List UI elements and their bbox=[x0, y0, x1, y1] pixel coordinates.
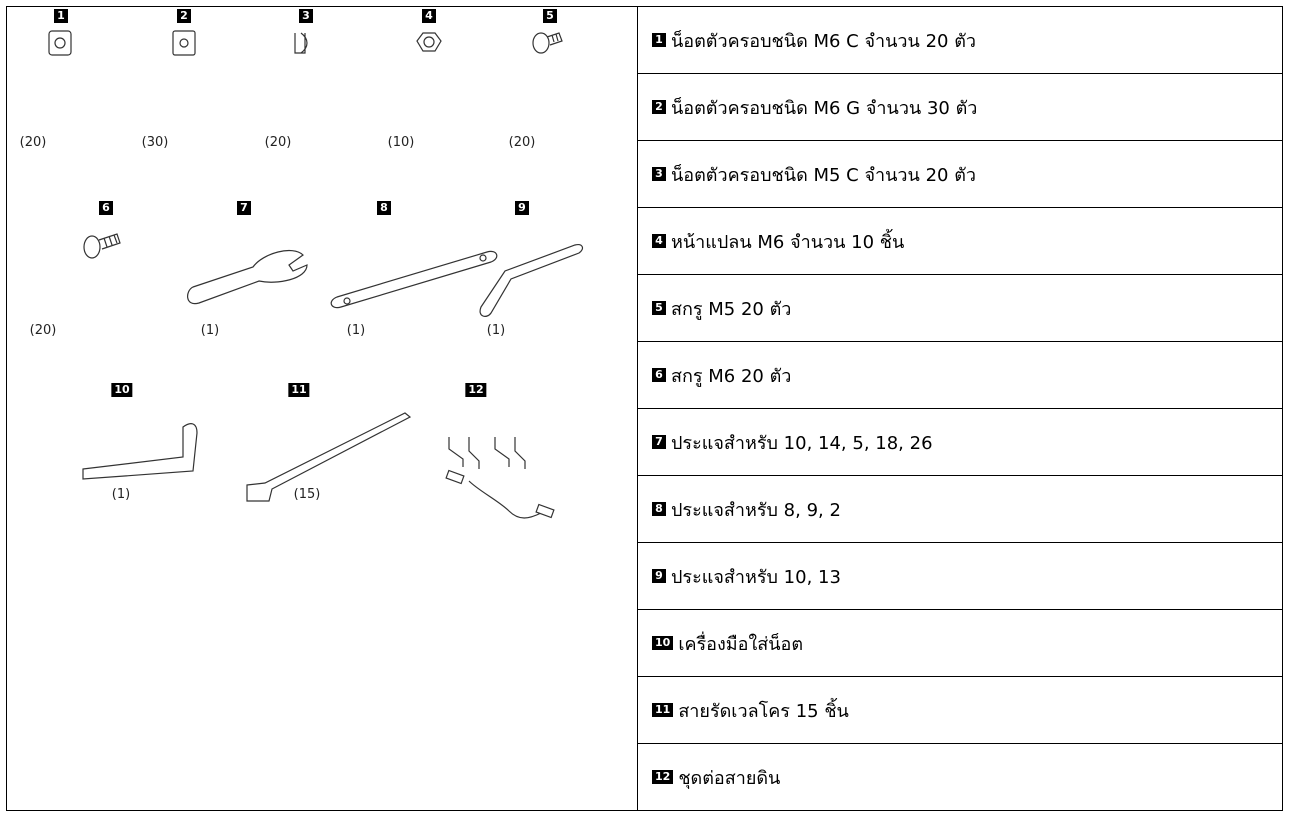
table-row: 12 ชุดต่อสายดิน bbox=[7, 743, 1283, 811]
row-badge: 2 bbox=[652, 99, 666, 114]
item-quantity: (20) bbox=[29, 323, 57, 338]
item-quantity: (30) bbox=[141, 135, 169, 150]
table-row: 2 น็อตตัวครอบชนิด M6 G จำนวน 30 ตัว bbox=[7, 73, 1283, 141]
illustration: 1 (20) 2 (30) 3 (20) 4 (10) 5 (20) 6 (20) 7 (1) 8 (1) 9 (… bbox=[6, 6, 638, 811]
table-cell: 3 น็อตตัวครอบชนิด M5 C จำนวน 20 ตัว bbox=[637, 140, 1283, 208]
row-text: น็อตตัวครอบชนิด M6 G จำนวน 30 ตัว bbox=[671, 97, 978, 119]
item-badge: 9 bbox=[515, 201, 529, 215]
row-text: ประแจสำหรับ 8, 9, 2 bbox=[671, 499, 841, 521]
row-text: น็อตตัวครอบชนิด M5 C จำนวน 20 ตัว bbox=[671, 164, 976, 186]
row-badge: 1 bbox=[652, 32, 666, 47]
table-row: 3 น็อตตัวครอบชนิด M5 C จำนวน 20 ตัว bbox=[7, 140, 1283, 208]
row-text: น็อตตัวครอบชนิด M6 C จำนวน 20 ตัว bbox=[671, 30, 976, 52]
table-row: 8 ประแจสำหรับ 8, 9, 2 bbox=[7, 475, 1283, 543]
table-cell: 10 เครื่องมือใส่น็อต bbox=[637, 609, 1283, 677]
row-text: หน้าแปลน M6 จำนวน 10 ชิ้น bbox=[671, 231, 905, 253]
row-text: ชุดต่อสายดิน bbox=[678, 767, 781, 789]
parts-table: 1 (20) 2 (30) 3 (20) 4 (10) 5 (20) 6 (20) 7 (1) 8 (1) 9 (… bbox=[6, 6, 1283, 811]
row-text: สกรู M5 20 ตัว bbox=[671, 298, 792, 320]
table-row: 4 หน้าแปลน M6 จำนวน 10 ชิ้น bbox=[7, 207, 1283, 275]
row-badge: 10 bbox=[652, 635, 674, 650]
table-cell: 2 น็อตตัวครอบชนิด M6 G จำนวน 30 ตัว bbox=[637, 73, 1283, 141]
row-text: สกรู M6 20 ตัว bbox=[671, 365, 792, 387]
table-cell: 8 ประแจสำหรับ 8, 9, 2 bbox=[637, 475, 1283, 543]
table-row: 5 สกรู M5 20 ตัว bbox=[7, 274, 1283, 342]
row-text: ประแจสำหรับ 10, 14, 5, 18, 26 bbox=[671, 432, 933, 454]
item-badge: 3 bbox=[299, 9, 313, 23]
row-badge: 3 bbox=[652, 166, 666, 181]
parts-drawing bbox=[48, 30, 584, 519]
row-badge: 9 bbox=[652, 568, 666, 583]
item-badge: 6 bbox=[99, 201, 113, 215]
item-badge: 11 bbox=[288, 383, 310, 397]
table-cell: 9 ประแจสำหรับ 10, 13 bbox=[637, 542, 1283, 610]
item-badge: 5 bbox=[543, 9, 557, 23]
item-quantity: (1) bbox=[111, 487, 131, 502]
item-quantity: (1) bbox=[200, 323, 220, 338]
row-badge: 6 bbox=[652, 367, 666, 382]
item-quantity: (20) bbox=[264, 135, 292, 150]
item-quantity: (10) bbox=[387, 135, 415, 150]
item-badge: 7 bbox=[237, 201, 251, 215]
table-body: 1 (20) 2 (30) 3 (20) 4 (10) 5 (20) 6 (20) 7 (1) 8 (1) 9 (… bbox=[6, 6, 1283, 811]
item-quantity: (15) bbox=[293, 487, 321, 502]
table-row: 10 เครื่องมือใส่น็อต bbox=[7, 609, 1283, 677]
table-row: 9 ประแจสำหรับ 10, 13 bbox=[7, 542, 1283, 610]
table-cell: 7 ประแจสำหรับ 10, 14, 5, 18, 26 bbox=[637, 408, 1283, 476]
table-cell: 1 น็อตตัวครอบชนิด M6 C จำนวน 20 ตัว bbox=[637, 6, 1283, 74]
item-quantity: (1) bbox=[346, 323, 366, 338]
item-quantity: (1) bbox=[486, 323, 506, 338]
item-badge: 8 bbox=[377, 201, 391, 215]
item-badge: 2 bbox=[177, 9, 191, 23]
row-badge: 4 bbox=[652, 233, 666, 248]
table-cell: 4 หน้าแปลน M6 จำนวน 10 ชิ้น bbox=[637, 207, 1283, 275]
row-badge: 12 bbox=[652, 769, 674, 784]
row-text: เครื่องมือใส่น็อต bbox=[678, 633, 804, 655]
row-badge: 7 bbox=[652, 434, 666, 449]
row-badge: 8 bbox=[652, 501, 666, 516]
table-cell: 5 สกรู M5 20 ตัว bbox=[637, 274, 1283, 342]
table-row: 1 (20) 2 (30) 3 (20) 4 (10) 5 (20) 6 (20) 7 (1) 8 (1) 9 (… bbox=[6, 6, 1283, 811]
row-text: ประแจสำหรับ 10, 13 bbox=[671, 566, 841, 588]
item-quantity: (20) bbox=[19, 135, 47, 150]
table-cell: 11 สายรัดเวลโคร 15 ชิ้น bbox=[637, 676, 1283, 744]
item-badge: 10 bbox=[111, 383, 133, 397]
item-badge: 4 bbox=[422, 9, 436, 23]
item-quantity: (20) bbox=[508, 135, 536, 150]
table-cell: 6 สกรู M6 20 ตัว bbox=[637, 341, 1283, 409]
table-cell: 12 ชุดต่อสายดิน bbox=[637, 743, 1283, 811]
row-text: สายรัดเวลโคร 15 ชิ้น bbox=[678, 700, 849, 722]
row-badge: 11 bbox=[652, 702, 674, 717]
table-row: 11 สายรัดเวลโคร 15 ชิ้น bbox=[7, 676, 1283, 744]
row-badge: 5 bbox=[652, 300, 666, 315]
table-row: 6 สกรู M6 20 ตัว bbox=[7, 341, 1283, 409]
item-badge: 12 bbox=[465, 383, 487, 397]
item-badge: 1 bbox=[54, 9, 68, 23]
